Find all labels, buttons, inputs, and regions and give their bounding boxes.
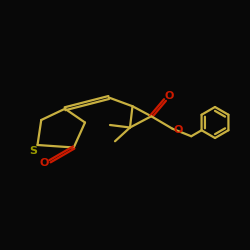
Text: S: S	[30, 146, 38, 156]
Text: O: O	[173, 125, 183, 135]
Text: O: O	[165, 91, 174, 101]
Text: O: O	[40, 158, 49, 168]
